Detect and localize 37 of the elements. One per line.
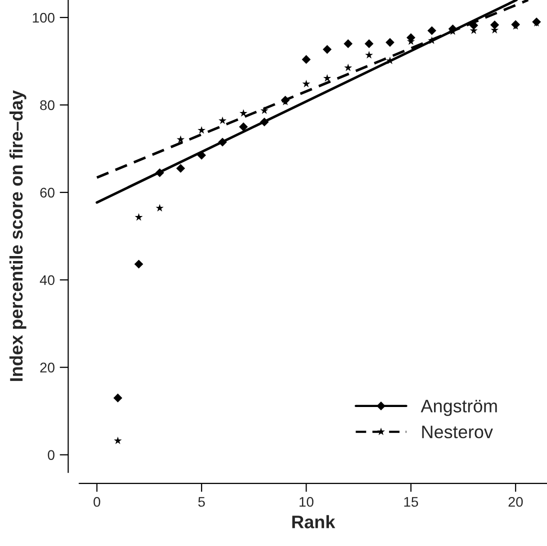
y-tick-label: 20 [40, 362, 54, 373]
point [198, 126, 206, 134]
point [302, 55, 311, 64]
point [490, 20, 500, 30]
point [134, 213, 143, 221]
point [386, 38, 394, 47]
y-tick-label: 80 [40, 100, 54, 110]
point [365, 50, 374, 58]
point [364, 39, 374, 48]
x-axis-title: Rank [292, 515, 336, 528]
y-tick-label: 100 [32, 12, 54, 23]
x-tick-label: 10 [300, 496, 314, 507]
x-tick-label: 5 [198, 497, 205, 507]
point [134, 260, 144, 269]
point [176, 135, 185, 143]
point [239, 109, 248, 117]
legend-label: Nesterov [422, 426, 493, 438]
point [322, 44, 332, 54]
legend-label: Angström [420, 400, 497, 416]
point [344, 64, 352, 72]
point [239, 122, 248, 132]
point [113, 394, 122, 402]
point [218, 116, 226, 124]
x-tick-label: 15 [404, 497, 418, 507]
y-axis-title: Index percentile score on fire–day [9, 90, 26, 381]
point [176, 164, 186, 173]
y-tick-label: 40 [40, 275, 54, 286]
y-tick-label: 0 [48, 450, 54, 460]
point [323, 74, 332, 82]
y-tick-label: 60 [40, 188, 54, 198]
point [302, 80, 310, 88]
point [344, 39, 353, 48]
x-tick-label: 20 [508, 496, 523, 507]
point [156, 204, 164, 212]
x-tick-label: 0 [94, 496, 100, 507]
point [114, 436, 122, 444]
point [427, 26, 436, 36]
